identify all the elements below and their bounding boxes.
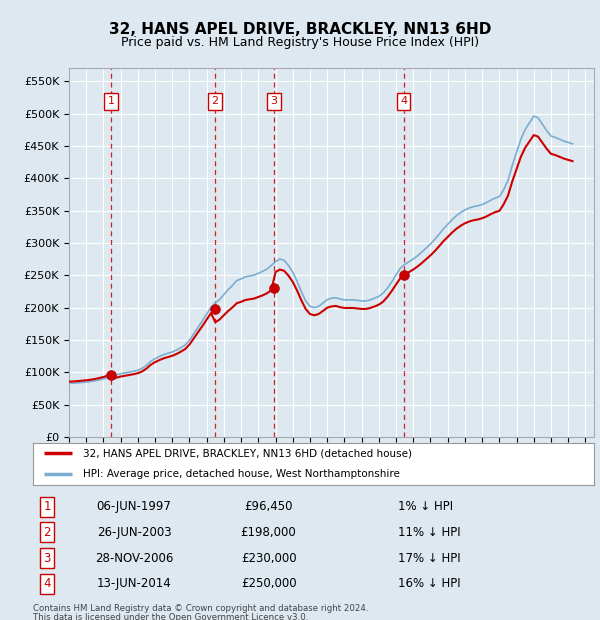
- Text: This data is licensed under the Open Government Licence v3.0.: This data is licensed under the Open Gov…: [33, 613, 308, 620]
- Text: Contains HM Land Registry data © Crown copyright and database right 2024.: Contains HM Land Registry data © Crown c…: [33, 604, 368, 613]
- Text: 1% ↓ HPI: 1% ↓ HPI: [398, 500, 453, 513]
- Text: HPI: Average price, detached house, West Northamptonshire: HPI: Average price, detached house, West…: [83, 469, 400, 479]
- Text: £198,000: £198,000: [241, 526, 296, 539]
- Text: 4: 4: [43, 577, 51, 590]
- Text: 2: 2: [212, 96, 219, 107]
- Text: 4: 4: [400, 96, 407, 107]
- Text: 32, HANS APEL DRIVE, BRACKLEY, NN13 6HD: 32, HANS APEL DRIVE, BRACKLEY, NN13 6HD: [109, 22, 491, 37]
- Text: 17% ↓ HPI: 17% ↓ HPI: [398, 552, 460, 565]
- Text: 1: 1: [43, 500, 51, 513]
- Text: 2: 2: [43, 526, 51, 539]
- Text: Price paid vs. HM Land Registry's House Price Index (HPI): Price paid vs. HM Land Registry's House …: [121, 36, 479, 49]
- Text: 13-JUN-2014: 13-JUN-2014: [97, 577, 172, 590]
- Text: 06-JUN-1997: 06-JUN-1997: [97, 500, 172, 513]
- Text: £96,450: £96,450: [244, 500, 293, 513]
- Text: 32, HANS APEL DRIVE, BRACKLEY, NN13 6HD (detached house): 32, HANS APEL DRIVE, BRACKLEY, NN13 6HD …: [83, 448, 412, 458]
- Text: 28-NOV-2006: 28-NOV-2006: [95, 552, 173, 565]
- Text: 16% ↓ HPI: 16% ↓ HPI: [398, 577, 460, 590]
- Text: £250,000: £250,000: [241, 577, 296, 590]
- Text: £230,000: £230,000: [241, 552, 296, 565]
- Text: 26-JUN-2003: 26-JUN-2003: [97, 526, 171, 539]
- Text: 3: 3: [43, 552, 51, 565]
- Text: 3: 3: [271, 96, 278, 107]
- Text: 1: 1: [107, 96, 115, 107]
- Text: 11% ↓ HPI: 11% ↓ HPI: [398, 526, 460, 539]
